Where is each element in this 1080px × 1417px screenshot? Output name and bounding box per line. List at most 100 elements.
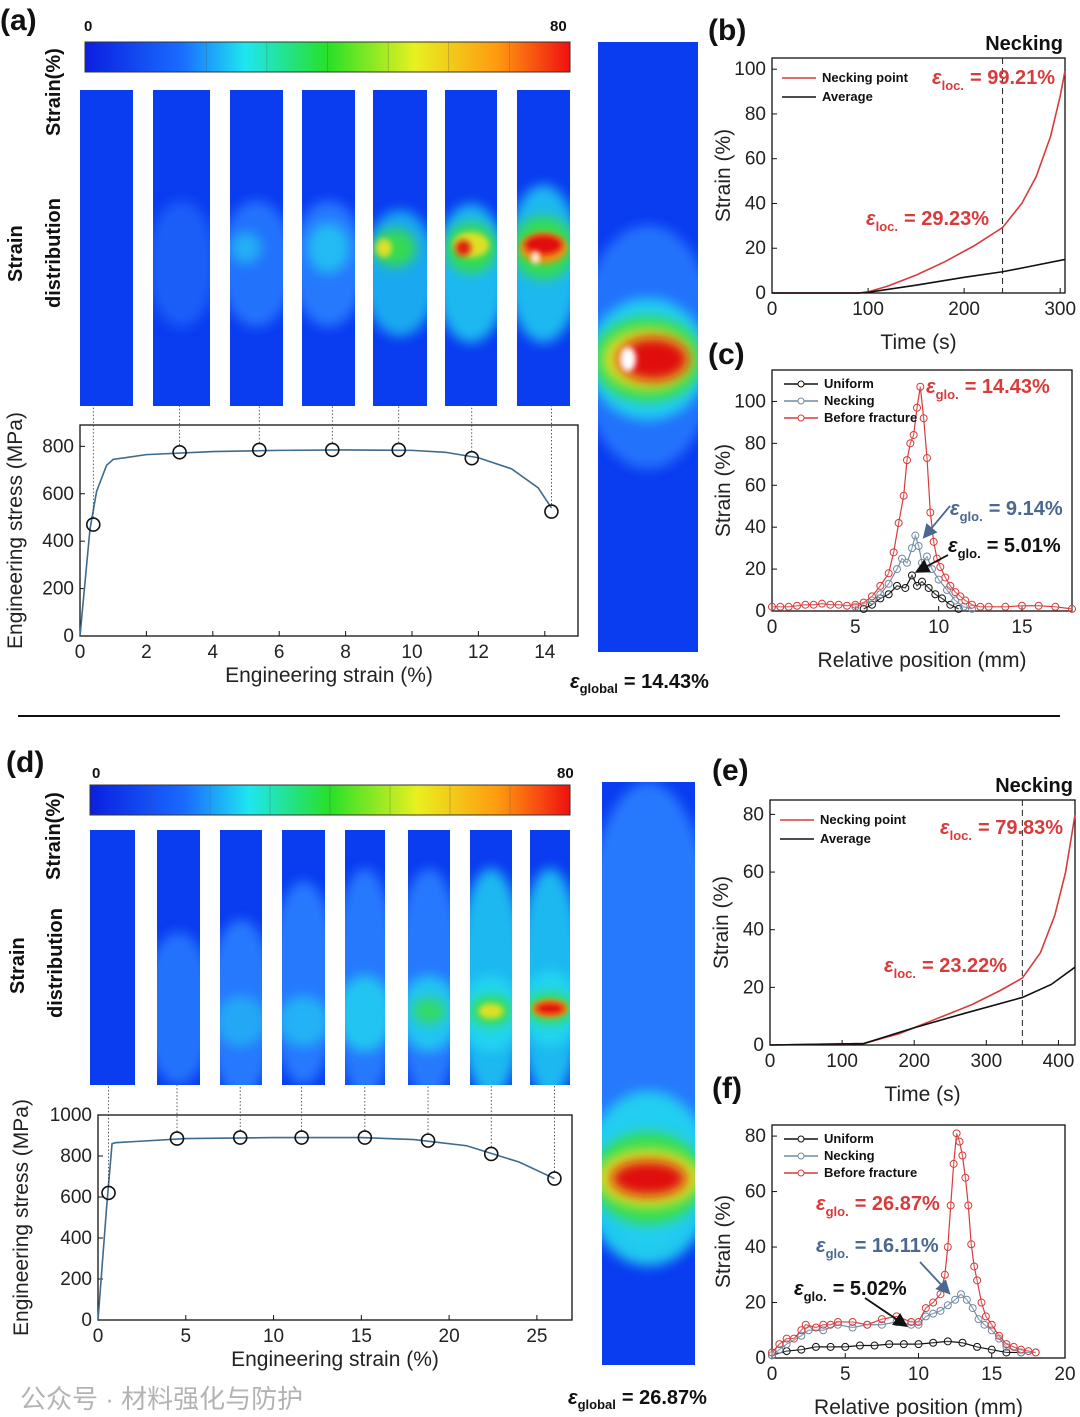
x-tick-label: 300 bbox=[970, 1051, 1002, 1072]
annotation-arrow bbox=[919, 1261, 951, 1295]
y-axis-label: Strain (%) bbox=[710, 876, 733, 969]
strain-map-3 bbox=[220, 830, 262, 1085]
data-point bbox=[961, 596, 970, 605]
legend-label: Necking point bbox=[822, 70, 909, 85]
data-point bbox=[921, 1304, 930, 1313]
data-point bbox=[906, 439, 915, 448]
data-point bbox=[898, 554, 906, 563]
series-line-average bbox=[772, 258, 1066, 294]
data-point bbox=[801, 600, 810, 609]
x-tick-label: 6 bbox=[274, 642, 285, 663]
data-point bbox=[811, 1342, 820, 1351]
x-tick-label: 10 bbox=[928, 617, 949, 638]
stage-marker bbox=[169, 1131, 185, 1146]
legend-marker bbox=[797, 1152, 805, 1160]
x-tick-label: 20 bbox=[439, 1326, 460, 1347]
strain-map-2 bbox=[157, 830, 200, 1085]
stage-marker bbox=[357, 1130, 373, 1145]
chart-a: 0 2 4 6 8 10 12 14 0 200 400 600 800 Engineering stra… bbox=[4, 406, 579, 687]
y-tick-label: 0 bbox=[755, 283, 766, 304]
map-body bbox=[157, 830, 200, 1085]
data-point bbox=[914, 1340, 923, 1349]
data-point bbox=[967, 1240, 976, 1249]
data-point bbox=[919, 414, 928, 423]
data-point bbox=[908, 571, 916, 580]
annotation-symbol: ε bbox=[816, 1193, 826, 1215]
data-point bbox=[921, 1312, 930, 1321]
strain-map-1 bbox=[80, 90, 133, 406]
x-tick-label: 0 bbox=[767, 1364, 778, 1385]
strain-hotspot bbox=[412, 998, 446, 1024]
data-point bbox=[968, 604, 976, 613]
legend-label: Necking bbox=[824, 393, 875, 408]
data-point bbox=[843, 601, 851, 610]
annotation-subscript: loc. bbox=[942, 78, 964, 93]
x-axis-label: Engineering strain (%) bbox=[231, 1348, 439, 1371]
global-strain-d: εglobal = 26.87% bbox=[568, 1387, 707, 1412]
y-tick-label: 600 bbox=[60, 1187, 92, 1208]
strain-hotspot bbox=[230, 232, 262, 264]
y-tick-label: 60 bbox=[745, 475, 766, 496]
panel-label-a: (a) bbox=[0, 4, 37, 37]
data-point bbox=[970, 1262, 979, 1271]
annotation-2: εloc. = 29.23% bbox=[866, 208, 989, 234]
annotation-symbol: ε bbox=[950, 498, 960, 520]
annotation-value: = 29.23% bbox=[904, 208, 989, 230]
annotation-value: = 79.83% bbox=[978, 817, 1063, 839]
y-tick-label: 60 bbox=[745, 149, 766, 170]
data-point bbox=[936, 1290, 945, 1299]
y-tick-label: 200 bbox=[42, 579, 74, 600]
legend-label: Uniform bbox=[824, 1131, 874, 1146]
data-point bbox=[797, 1345, 806, 1354]
data-point bbox=[1024, 1347, 1033, 1356]
panel-label-c: (c) bbox=[708, 338, 745, 371]
x-tick-label: 4 bbox=[208, 642, 219, 663]
y-tick-label: 60 bbox=[743, 862, 764, 883]
x-tick-label: 400 bbox=[1043, 1051, 1075, 1072]
data-point bbox=[913, 403, 921, 412]
x-tick-label: 12 bbox=[468, 642, 489, 663]
annotation-2: εloc. = 23.22% bbox=[884, 955, 1007, 981]
data-point bbox=[884, 590, 893, 599]
watermark: 公众号 · 材料强化与防护 bbox=[20, 1384, 303, 1414]
map-body bbox=[345, 830, 385, 1085]
y-tick-label: 60 bbox=[745, 1182, 766, 1203]
map-body bbox=[153, 90, 210, 406]
y-tick-label: 20 bbox=[745, 559, 766, 580]
stage-marker bbox=[294, 1130, 309, 1145]
data-point bbox=[818, 599, 826, 608]
data-point bbox=[951, 596, 960, 605]
strain-map-5 bbox=[345, 830, 385, 1085]
map-label-a-1: Strain bbox=[5, 225, 27, 282]
stage-marker bbox=[101, 1185, 116, 1201]
y-tick-label: 20 bbox=[743, 977, 764, 998]
annotation-arrow bbox=[864, 1297, 908, 1328]
stage-marker bbox=[251, 442, 267, 458]
data-point bbox=[909, 430, 918, 439]
data-point bbox=[956, 1290, 965, 1299]
x-tick-label: 20 bbox=[1054, 1364, 1075, 1385]
annotation-value: = 99.21% bbox=[970, 67, 1055, 89]
strain-hotspot bbox=[230, 200, 283, 327]
annotation-value: = 5.01% bbox=[987, 535, 1061, 557]
data-point bbox=[934, 575, 943, 584]
x-tick-label: 0 bbox=[767, 299, 778, 320]
colorbar-title-d: Strain(%) bbox=[43, 792, 65, 880]
data-point bbox=[911, 531, 920, 540]
data-point bbox=[923, 454, 931, 463]
panel-label-b: (b) bbox=[708, 14, 746, 47]
data-point bbox=[968, 1304, 977, 1313]
strain-map-final bbox=[598, 42, 698, 652]
x-tick-label: 200 bbox=[898, 1051, 930, 1072]
stage-marker bbox=[544, 504, 559, 519]
x-tick-label: 0 bbox=[767, 617, 778, 638]
annotation-1: εglo. = 14.43% bbox=[926, 376, 1050, 402]
strain-maps-d bbox=[89, 782, 695, 1365]
stage-marker bbox=[85, 517, 101, 532]
data-point bbox=[952, 1129, 961, 1138]
annotation-2: εglo. = 16.11% bbox=[816, 1235, 939, 1261]
data-point bbox=[811, 1323, 820, 1332]
stage-marker bbox=[172, 444, 187, 460]
x-tick-label: 5 bbox=[180, 1326, 191, 1347]
